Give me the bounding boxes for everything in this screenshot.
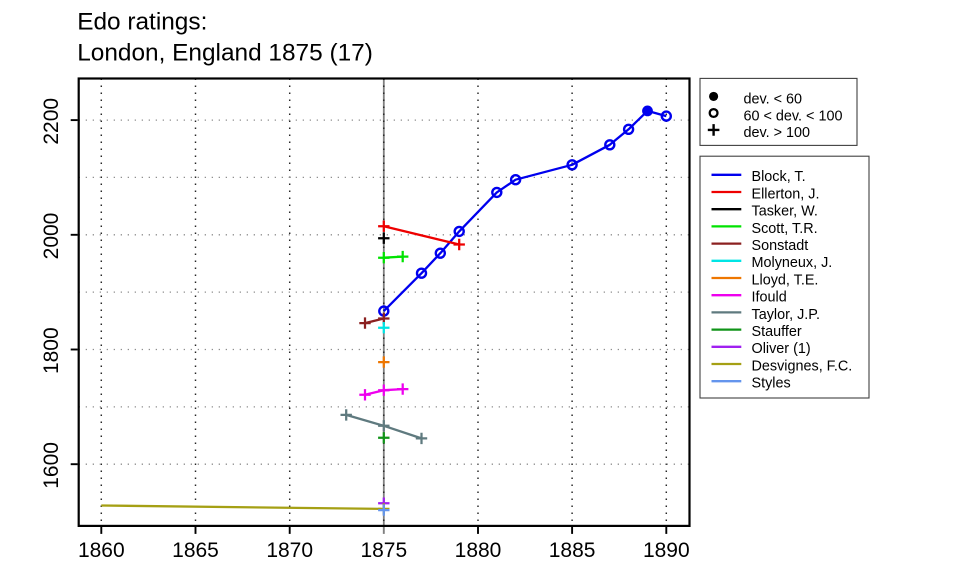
svg-text:1865: 1865: [172, 539, 219, 562]
svg-text:2000: 2000: [40, 213, 63, 260]
svg-text:1600: 1600: [40, 442, 63, 489]
svg-text:dev. > 100: dev. > 100: [744, 125, 811, 141]
svg-text:2200: 2200: [40, 98, 63, 145]
svg-text:dev. < 60: dev. < 60: [744, 92, 803, 108]
svg-text:London, England 1875 (17): London, England 1875 (17): [77, 40, 373, 67]
svg-text:1800: 1800: [40, 327, 63, 374]
svg-text:1860: 1860: [78, 539, 125, 562]
svg-text:1890: 1890: [643, 539, 690, 562]
svg-text:Tasker, W.: Tasker, W.: [752, 204, 818, 220]
svg-text:Taylor, J.P.: Taylor, J.P.: [752, 307, 821, 323]
svg-text:Scott, T.R.: Scott, T.R.: [752, 221, 818, 237]
svg-text:Desvignes, F.C.: Desvignes, F.C.: [752, 358, 853, 374]
svg-text:1870: 1870: [266, 539, 313, 562]
svg-text:Edo ratings:: Edo ratings:: [77, 9, 207, 36]
svg-text:Ifould: Ifould: [752, 290, 787, 306]
svg-text:Block, T.: Block, T.: [752, 169, 806, 185]
svg-text:1875: 1875: [360, 539, 407, 562]
svg-text:Oliver (1): Oliver (1): [752, 341, 811, 357]
svg-text:Molyneux, J.: Molyneux, J.: [752, 255, 833, 271]
svg-text:Sonstadt: Sonstadt: [752, 238, 809, 254]
svg-text:1885: 1885: [549, 539, 596, 562]
svg-text:Ellerton, J.: Ellerton, J.: [752, 186, 820, 202]
svg-text:Lloyd, T.E.: Lloyd, T.E.: [752, 272, 819, 288]
svg-text:1880: 1880: [455, 539, 502, 562]
svg-text:60 < dev. < 100: 60 < dev. < 100: [744, 108, 843, 124]
svg-text:Styles: Styles: [752, 376, 791, 392]
svg-text:Stauffer: Stauffer: [752, 324, 802, 340]
